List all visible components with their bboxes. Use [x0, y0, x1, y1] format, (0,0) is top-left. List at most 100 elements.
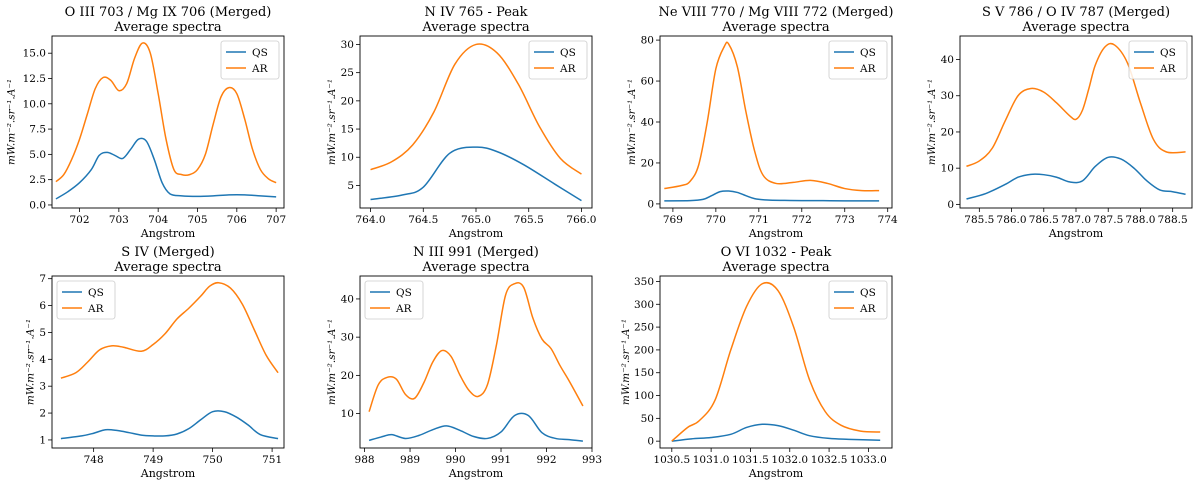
y-tick-label: 5	[347, 180, 354, 192]
legend-box	[1128, 40, 1188, 80]
chart-title: O III 703 / Mg IX 706 (Merged)	[65, 5, 272, 20]
y-tick-label: 0	[647, 436, 654, 448]
x-axis-label: Angstrom	[448, 467, 504, 480]
x-tick-label: 765.5	[514, 214, 544, 226]
y-tick-label: 2.5	[29, 174, 46, 186]
chart-panel: O III 703 / Mg IX 706 (Merged)Average sp…	[5, 5, 286, 240]
y-tick-label: 30	[941, 90, 954, 102]
axes-frame	[359, 275, 593, 449]
y-tick-label: 350	[634, 276, 654, 288]
x-tick-label: 707	[266, 214, 286, 226]
y-tick-label: 250	[634, 322, 654, 334]
axes-frame	[51, 275, 285, 449]
y-tick-label: 20	[341, 370, 354, 382]
legend-label: AR	[559, 63, 577, 75]
x-tick-label: 772	[792, 214, 812, 226]
legend: QS AR	[364, 280, 424, 320]
y-tick-label: 25	[341, 67, 354, 79]
y-tick-label: 0.0	[29, 199, 46, 211]
y-axis-label: mW.m⁻².sr⁻¹.A⁻¹	[926, 79, 938, 165]
x-tick-label: 748	[84, 454, 104, 466]
legend: QS AR	[220, 40, 280, 80]
x-tick-label: 769	[663, 214, 683, 226]
x-tick-label: 764.0	[356, 214, 386, 226]
y-tick-label: 40	[341, 293, 354, 305]
legend-label: AR	[251, 63, 269, 75]
series-line-qs	[966, 156, 1186, 200]
y-tick-label: 20	[641, 157, 654, 169]
x-tick-label: 988	[355, 454, 375, 466]
series-line-ar	[664, 41, 880, 192]
series-line-ar	[966, 42, 1186, 168]
y-tick-label: 40	[641, 117, 654, 129]
legend-label: QS	[1160, 47, 1176, 59]
legend-label: AR	[859, 63, 877, 75]
plot-area	[966, 42, 1186, 200]
y-tick-label: 0	[647, 198, 654, 210]
axes-frame	[359, 35, 593, 209]
legend-label: QS	[860, 287, 876, 299]
legend: QS AR	[1128, 40, 1188, 80]
x-axis-label: Angstrom	[748, 467, 804, 480]
x-tick-label: 787.0	[1061, 214, 1091, 226]
x-tick-label: 992	[536, 454, 556, 466]
chart-title: O VI 1032 - Peak	[721, 245, 832, 260]
y-tick-label: 80	[641, 35, 654, 47]
legend-box	[364, 280, 424, 320]
x-tick-label: 1031.0	[693, 454, 730, 466]
y-tick-label: 50	[641, 413, 654, 425]
y-tick-label: 10	[341, 408, 354, 420]
legend-box	[528, 40, 588, 80]
chart-title: S IV (Merged)	[121, 245, 214, 260]
legend-label: QS	[860, 47, 876, 59]
y-axis-label: mW.m⁻².sr⁻¹.A⁻¹	[326, 319, 338, 405]
x-axis-label: Angstrom	[748, 227, 804, 240]
x-tick-label: 764.5	[408, 214, 438, 226]
y-tick-label: 30	[341, 332, 354, 344]
chart-title: S V 786 / O IV 787 (Merged)	[982, 5, 1170, 20]
x-axis-label: Angstrom	[1048, 227, 1104, 240]
x-axis-label: Angstrom	[140, 227, 196, 240]
x-tick-label: 703	[109, 214, 129, 226]
y-tick-label: 300	[634, 299, 654, 311]
y-axis-label: mW.m⁻².sr⁻¹.A⁻¹	[326, 79, 338, 165]
legend-label: AR	[859, 303, 877, 315]
plot-area	[664, 41, 880, 202]
chart-subtitle: Average spectra	[113, 260, 221, 275]
x-tick-label: 1032.0	[771, 454, 808, 466]
y-tick-label: 12.5	[23, 73, 46, 85]
x-tick-label: 705	[187, 214, 207, 226]
legend-label: QS	[88, 287, 104, 299]
x-tick-label: 771	[749, 214, 769, 226]
x-tick-label: 1031.5	[732, 454, 769, 466]
x-axis-label: Angstrom	[140, 467, 196, 480]
legend: QS AR	[528, 40, 588, 80]
legend-box	[56, 280, 116, 320]
y-tick-label: 3	[39, 381, 46, 393]
x-tick-label: 773	[835, 214, 855, 226]
series-line-ar	[671, 281, 881, 442]
y-tick-label: 0	[947, 199, 954, 211]
chart-subtitle: Average spectra	[421, 260, 529, 275]
x-tick-label: 1030.5	[653, 454, 690, 466]
plot-area	[55, 42, 277, 200]
series-line-qs	[60, 410, 279, 440]
y-tick-label: 20	[341, 95, 354, 107]
axes-frame	[959, 35, 1193, 209]
x-tick-label: 993	[582, 454, 602, 466]
series-line-ar	[55, 42, 277, 184]
y-tick-label: 15	[341, 124, 354, 136]
series-line-ar	[370, 43, 582, 175]
y-tick-label: 6	[39, 300, 46, 312]
chart-title: N III 991 (Merged)	[413, 245, 539, 260]
y-axis-label: mW.m⁻².sr⁻¹.A⁻¹	[626, 79, 638, 165]
x-tick-label: 765.0	[461, 214, 491, 226]
chart-subtitle: Average spectra	[721, 20, 829, 35]
series-line-qs	[55, 137, 277, 200]
y-axis-label: mW.m⁻².sr⁻¹.A⁻¹	[5, 79, 17, 165]
y-axis-label: mW.m⁻².sr⁻¹.A⁻¹	[25, 319, 37, 405]
x-tick-label: 785.5	[964, 214, 994, 226]
